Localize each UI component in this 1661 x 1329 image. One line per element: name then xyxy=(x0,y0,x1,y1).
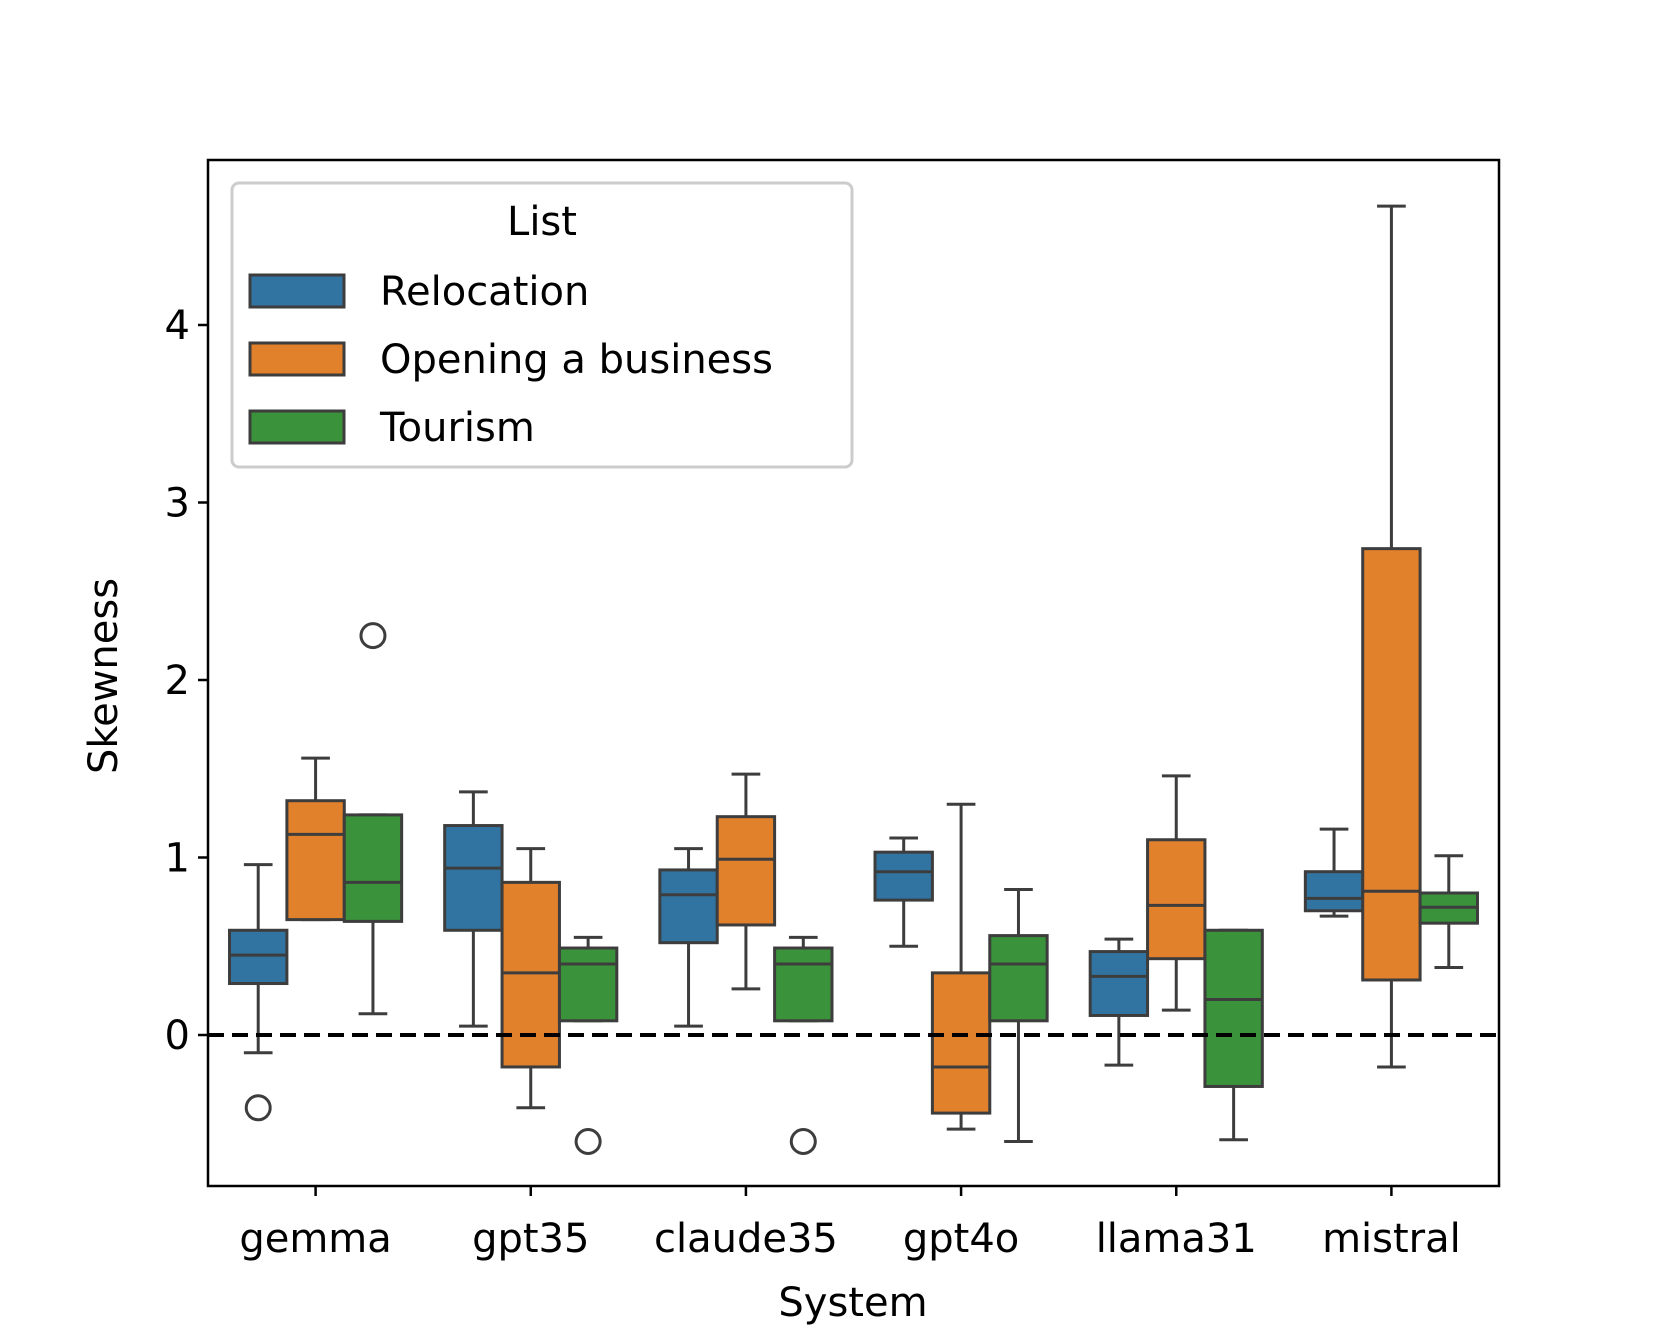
legend-label-1: Opening a business xyxy=(380,337,773,383)
box-llama31-1 xyxy=(1146,774,1207,1012)
box-gpt4o-0 xyxy=(873,836,934,948)
box-body xyxy=(930,971,992,1115)
legend-swatch-1 xyxy=(248,341,346,377)
y-tick-label: 3 xyxy=(165,481,190,527)
box-body xyxy=(1361,547,1422,982)
box-body xyxy=(1146,838,1207,961)
x-axis: gemma gpt35 claude35 gpt4o llama31 mistral xyxy=(239,1186,1461,1262)
box-gpt4o-1 xyxy=(930,802,992,1131)
box-body xyxy=(658,868,719,945)
x-axis-label: System xyxy=(778,1280,927,1326)
legend-label-0: Relocation xyxy=(380,269,589,315)
y-tick-label: 4 xyxy=(165,303,190,349)
y-axis-label: Skewness xyxy=(81,578,127,774)
box-body xyxy=(988,934,1049,1023)
outlier-point xyxy=(359,622,387,650)
legend-swatch-0 xyxy=(248,273,346,309)
box-body xyxy=(1303,870,1365,913)
plot-area xyxy=(206,158,1501,1188)
box-gpt4o-2 xyxy=(988,887,1049,1143)
axes-frame xyxy=(206,158,1501,1188)
box-body xyxy=(1203,928,1264,1088)
box-mistral-2 xyxy=(1418,854,1479,970)
box-body xyxy=(557,946,619,1023)
box-body xyxy=(443,824,504,932)
box-mistral-1 xyxy=(1361,204,1422,1069)
x-tick-label-gpt4o: gpt4o xyxy=(903,1216,1019,1262)
y-tick-label: 2 xyxy=(165,658,190,704)
x-tick-label-gpt35: gpt35 xyxy=(472,1216,589,1262)
box-gpt35-2 xyxy=(557,935,619,1155)
box-mistral-0 xyxy=(1303,827,1365,918)
box-claude35-2 xyxy=(773,935,834,1155)
box-body xyxy=(773,946,834,1023)
legend-frame xyxy=(230,181,854,469)
legend-title: List xyxy=(507,199,577,245)
y-axis: 0 1 2 3 4 xyxy=(165,303,208,1059)
x-tick-label-claude35: claude35 xyxy=(654,1216,838,1262)
box-claude35-0 xyxy=(658,847,719,1028)
legend-label-2: Tourism xyxy=(379,405,535,451)
legend-swatch-2 xyxy=(248,409,346,445)
box-body xyxy=(715,815,777,927)
box-claude35-1 xyxy=(715,772,777,991)
box-body xyxy=(500,880,561,1069)
box-gpt35-0 xyxy=(443,790,504,1028)
box-body xyxy=(873,850,934,902)
y-tick-label: 1 xyxy=(165,836,190,882)
box-gemma-0 xyxy=(228,863,289,1122)
x-tick-label-llama31: llama31 xyxy=(1096,1216,1257,1262)
outlier-point xyxy=(244,1094,272,1122)
y-tick-label: 0 xyxy=(165,1013,190,1059)
box-gemma-2 xyxy=(342,622,404,1016)
legend: List Relocation Opening a business Tourism xyxy=(230,181,854,469)
x-tick-label-mistral: mistral xyxy=(1322,1216,1461,1262)
box-body xyxy=(228,928,289,986)
box-gpt35-1 xyxy=(500,847,561,1110)
box-llama31-0 xyxy=(1088,937,1150,1067)
box-body xyxy=(285,799,346,922)
box-body xyxy=(1088,950,1150,1017)
x-tick-label-gemma: gemma xyxy=(239,1216,391,1262)
box-gemma-1 xyxy=(285,756,346,922)
outlier-point xyxy=(789,1128,817,1155)
outlier-point xyxy=(574,1128,602,1155)
box-body xyxy=(342,813,404,923)
box-llama31-2 xyxy=(1203,928,1264,1142)
